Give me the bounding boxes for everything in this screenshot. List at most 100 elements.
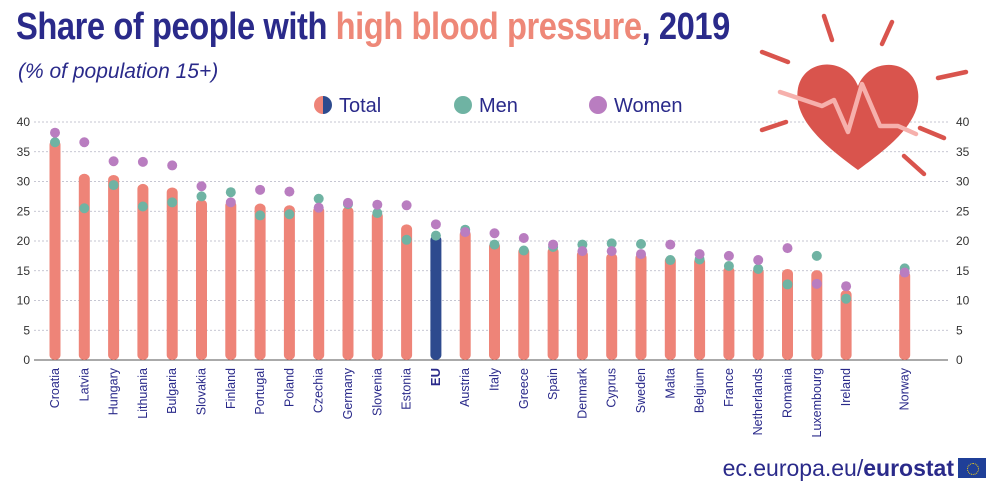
dot-men: [137, 201, 148, 212]
dot-men: [665, 255, 676, 266]
bar-total: [840, 289, 852, 360]
bar-total: [254, 203, 266, 360]
dot-women: [841, 281, 852, 292]
x-tick-label: Italy: [488, 367, 502, 391]
dot-women: [899, 267, 910, 278]
dots: [50, 127, 910, 304]
dot-men: [518, 245, 529, 256]
y-tick-label-right: 25: [956, 204, 970, 218]
x-tick-label: Austria: [458, 368, 472, 407]
dot-men: [753, 263, 764, 274]
x-tick-label: Romania: [781, 368, 795, 418]
x-tick-label: Spain: [546, 368, 560, 400]
y-tick-label-left: 40: [17, 115, 31, 129]
x-tick-label: Poland: [282, 368, 296, 407]
dot-women: [753, 255, 764, 266]
x-tick-label: Slovakia: [195, 368, 209, 415]
x-tick-label: France: [722, 368, 736, 407]
dot-women: [430, 219, 441, 230]
bar-total: [547, 246, 559, 360]
dot-men: [606, 238, 617, 249]
dot-women: [665, 239, 676, 250]
bar-total: [723, 265, 735, 360]
dot-men: [372, 208, 383, 219]
bar-total: [108, 174, 120, 360]
dot-women: [401, 200, 412, 211]
legend-swatch-total-left: [314, 96, 323, 114]
legend-swatch: [454, 96, 472, 114]
bar-total: [166, 187, 178, 360]
dot-women: [518, 233, 529, 244]
dot-men: [196, 191, 207, 202]
dot-men: [782, 279, 793, 290]
dot-men: [313, 193, 324, 204]
y-tick-label-left: 15: [17, 264, 31, 278]
x-tick-label: Netherlands: [751, 368, 765, 435]
y-tick-label-right: 35: [956, 145, 970, 159]
legend-swatch-total-right: [323, 96, 332, 114]
bar-total: [342, 206, 354, 360]
x-tick-label: Slovenia: [370, 368, 384, 416]
x-tick-label: Norway: [898, 367, 912, 410]
legend-label: Women: [614, 95, 683, 117]
bar-total: [283, 205, 295, 360]
dot-men: [255, 210, 266, 221]
bar-total: [459, 229, 471, 360]
dot-men: [489, 239, 500, 250]
legend-label: Men: [479, 95, 518, 117]
dot-men: [79, 203, 90, 214]
dot-women: [577, 246, 588, 257]
dot-women: [225, 197, 236, 208]
bar-total: [576, 249, 588, 360]
dot-men: [284, 209, 295, 220]
x-tick-label: Belgium: [693, 368, 707, 413]
legend-label: Total: [339, 95, 381, 117]
bar-total: [78, 173, 90, 360]
source-domain: ec.europa.eu/: [722, 455, 864, 481]
x-tick-label: Lithuania: [136, 368, 150, 419]
bar-total: [664, 255, 676, 360]
y-tick-label-left: 30: [17, 175, 31, 189]
dot-women: [137, 156, 148, 167]
dot-women: [167, 160, 178, 171]
x-tick-label: Bulgaria: [165, 368, 179, 414]
y-tick-label-right: 15: [956, 264, 970, 278]
legend: Total Men Women: [314, 95, 683, 117]
dot-women: [636, 249, 646, 260]
eu-flag-icon: [958, 458, 986, 478]
bar-total: [137, 183, 149, 360]
y-tick-label-left: 0: [23, 353, 30, 367]
dot-men: [401, 234, 412, 245]
y-tick-label-left: 35: [17, 145, 31, 159]
chart-subtitle: (% of population 15+): [18, 60, 219, 83]
bars: [49, 139, 911, 360]
bar-total: [225, 200, 237, 360]
dot-women: [489, 228, 500, 239]
bar-total: [49, 139, 61, 360]
x-tick-label: Ireland: [839, 368, 853, 406]
bar-total: [489, 241, 500, 360]
y-tick-label-right: 20: [956, 234, 970, 248]
x-tick-label: Luxembourg: [810, 368, 824, 438]
dot-women: [372, 199, 383, 210]
x-tick-label: Malta: [663, 368, 677, 399]
bar-total: [752, 267, 764, 360]
bar-total: [371, 211, 383, 360]
x-axis-labels: Croatia Latvia Hungary Lithuania Bulgaria Slo…: [48, 367, 912, 437]
bar-total: [782, 268, 793, 360]
dot-women: [255, 184, 266, 195]
dot-women: [723, 250, 734, 261]
x-tick-label: Estonia: [400, 368, 414, 410]
dot-men: [841, 293, 852, 304]
heart-icon: [759, 13, 969, 177]
y-axes: 0 0 5 5 10 10 15 15 20 20 25 25 30 30 35 35 40 40: [17, 115, 970, 367]
y-tick-label-left: 25: [17, 204, 31, 218]
y-tick-label-right: 40: [956, 115, 970, 129]
dot-women: [108, 156, 119, 167]
dot-women: [196, 181, 207, 192]
source-credit[interactable]: ec.europa.eu/eurostat: [723, 455, 986, 482]
dot-men: [50, 137, 60, 148]
bar-total: [430, 235, 442, 360]
x-tick-label: Czechia: [312, 368, 326, 413]
bar-total: [518, 246, 530, 360]
